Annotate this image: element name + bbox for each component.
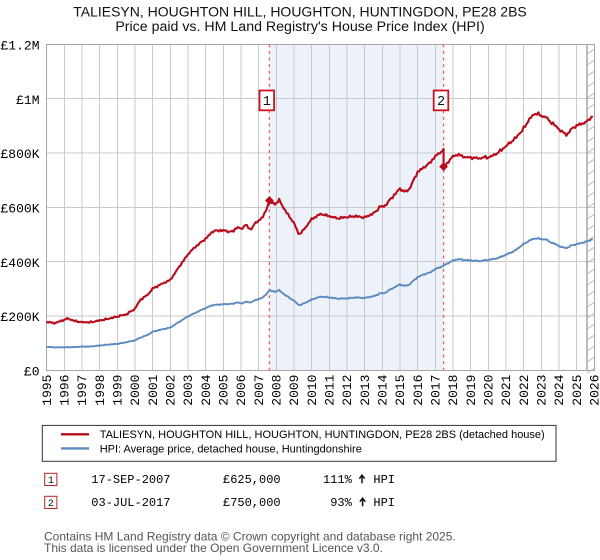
svg-text:Contains HM Land Registry data: Contains HM Land Registry data © Crown c… — [44, 530, 456, 544]
svg-text:2000: 2000 — [128, 375, 143, 406]
svg-text:2009: 2009 — [287, 375, 302, 406]
svg-text:111% HPI: 111% HPI — [323, 473, 395, 487]
svg-text:2001: 2001 — [146, 374, 161, 405]
svg-text:1996: 1996 — [58, 375, 73, 406]
svg-text:TALIESYN, HOUGHTON HILL, HOUGH: TALIESYN, HOUGHTON HILL, HOUGHTON, HUNTI… — [100, 429, 545, 441]
svg-text:2021: 2021 — [499, 374, 514, 405]
svg-text:2014: 2014 — [376, 374, 391, 405]
svg-text:2012: 2012 — [340, 375, 355, 406]
svg-text:2023: 2023 — [535, 375, 550, 406]
svg-text:2010: 2010 — [305, 375, 320, 406]
svg-text:1: 1 — [263, 95, 271, 110]
svg-text:2: 2 — [48, 499, 54, 510]
svg-text:£1.2M: £1.2M — [0, 39, 39, 54]
svg-text:17-SEP-2007: 17-SEP-2007 — [91, 473, 170, 487]
svg-text:2007: 2007 — [252, 375, 267, 406]
svg-text:£625,000: £625,000 — [223, 473, 281, 487]
svg-text:£600K: £600K — [0, 202, 39, 217]
svg-text:03-JUL-2017: 03-JUL-2017 — [91, 496, 170, 510]
svg-text:£0: £0 — [24, 365, 40, 380]
svg-text:2004: 2004 — [199, 374, 214, 405]
svg-text:HPI: Average price, detached h: HPI: Average price, detached house, Hunt… — [100, 443, 362, 455]
svg-text:This data is licensed under th: This data is licensed under the Open Gov… — [44, 541, 383, 555]
svg-text:2025: 2025 — [570, 375, 585, 406]
svg-text:2018: 2018 — [446, 375, 461, 406]
svg-text:2016: 2016 — [411, 375, 426, 406]
svg-text:£1M: £1M — [16, 93, 39, 108]
svg-text:2019: 2019 — [464, 375, 479, 406]
svg-text:2017: 2017 — [429, 375, 444, 406]
svg-text:1998: 1998 — [93, 375, 108, 406]
svg-text:2008: 2008 — [270, 375, 285, 406]
svg-text:2005: 2005 — [217, 375, 232, 406]
svg-text:2026: 2026 — [588, 375, 600, 406]
svg-text:£800K: £800K — [0, 147, 39, 162]
svg-text:1997: 1997 — [75, 375, 90, 406]
svg-text:2: 2 — [437, 95, 445, 110]
svg-text:2003: 2003 — [181, 375, 196, 406]
svg-text:2013: 2013 — [358, 375, 373, 406]
svg-text:2015: 2015 — [393, 375, 408, 406]
svg-text:Price paid vs. HM Land Registr: Price paid vs. HM Land Registry's House … — [115, 19, 484, 35]
svg-text:1: 1 — [48, 476, 54, 487]
svg-text:£400K: £400K — [0, 256, 39, 271]
svg-text:1995: 1995 — [40, 375, 55, 406]
svg-text:2006: 2006 — [234, 375, 249, 406]
svg-text:2011: 2011 — [323, 374, 338, 405]
svg-text:2002: 2002 — [164, 375, 179, 406]
svg-text:2022: 2022 — [517, 375, 532, 406]
svg-text:2024: 2024 — [552, 374, 567, 405]
svg-text:£750,000: £750,000 — [223, 496, 281, 510]
svg-text:TALIESYN, HOUGHTON HILL, HOUGH: TALIESYN, HOUGHTON HILL, HOUGHTON, HUNTI… — [73, 4, 527, 20]
svg-text:2020: 2020 — [482, 375, 497, 406]
svg-text:£200K: £200K — [0, 310, 39, 325]
svg-text:1999: 1999 — [111, 375, 126, 406]
